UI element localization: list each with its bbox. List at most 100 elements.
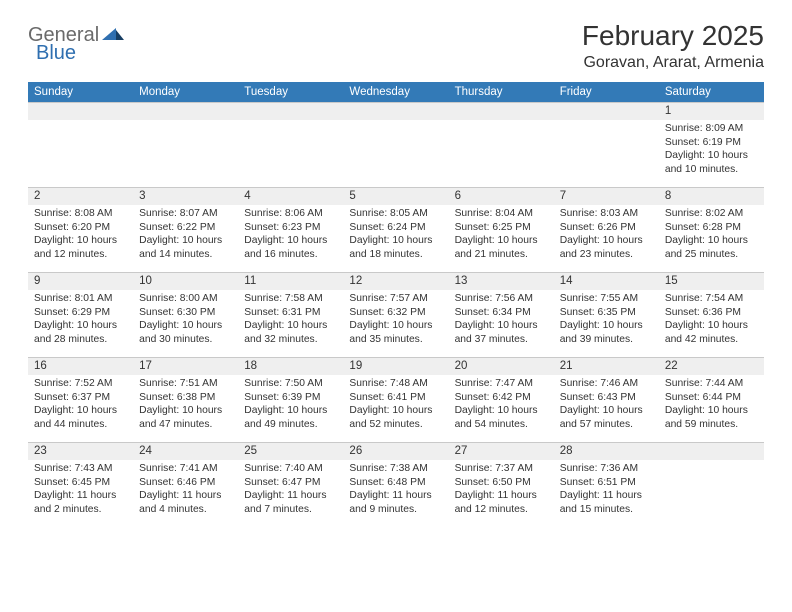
day-line: Sunset: 6:25 PM [455,221,548,235]
day-cell: 25Sunrise: 7:40 AMSunset: 6:47 PMDayligh… [238,443,343,527]
day-line: Daylight: 10 hours and 32 minutes. [244,319,337,346]
day-body: Sunrise: 8:08 AMSunset: 6:20 PMDaylight:… [28,205,133,265]
header: General February 2025 Goravan, Ararat, A… [28,20,764,72]
day-body [238,120,343,126]
day-line: Sunrise: 7:38 AM [349,462,442,476]
day-cell: 19Sunrise: 7:48 AMSunset: 6:41 PMDayligh… [343,358,448,442]
day-line: Sunrise: 7:50 AM [244,377,337,391]
day-line: Sunset: 6:31 PM [244,306,337,320]
day-cell [343,103,448,187]
day-line: Sunset: 6:29 PM [34,306,127,320]
day-body: Sunrise: 7:44 AMSunset: 6:44 PMDaylight:… [659,375,764,435]
day-line: Sunset: 6:34 PM [455,306,548,320]
day-number: 6 [449,188,554,205]
day-body: Sunrise: 8:07 AMSunset: 6:22 PMDaylight:… [133,205,238,265]
day-body [133,120,238,126]
logo-text-blue: Blue [36,42,76,64]
day-line: Sunrise: 7:44 AM [665,377,758,391]
day-cell: 20Sunrise: 7:47 AMSunset: 6:42 PMDayligh… [449,358,554,442]
day-line: Daylight: 10 hours and 10 minutes. [665,149,758,176]
day-number [28,103,133,120]
day-line: Sunset: 6:22 PM [139,221,232,235]
day-line: Daylight: 10 hours and 23 minutes. [560,234,653,261]
day-number: 17 [133,358,238,375]
day-body: Sunrise: 8:00 AMSunset: 6:30 PMDaylight:… [133,290,238,350]
day-line: Sunset: 6:24 PM [349,221,442,235]
day-cell [554,103,659,187]
day-body: Sunrise: 7:48 AMSunset: 6:41 PMDaylight:… [343,375,448,435]
day-body: Sunrise: 7:51 AMSunset: 6:38 PMDaylight:… [133,375,238,435]
day-cell [659,443,764,527]
day-line: Sunset: 6:48 PM [349,476,442,490]
day-cell [133,103,238,187]
day-number: 20 [449,358,554,375]
day-line: Daylight: 10 hours and 35 minutes. [349,319,442,346]
day-number [343,103,448,120]
day-line: Sunset: 6:23 PM [244,221,337,235]
day-number [554,103,659,120]
day-line: Sunset: 6:44 PM [665,391,758,405]
day-line: Sunset: 6:46 PM [139,476,232,490]
day-body: Sunrise: 7:40 AMSunset: 6:47 PMDaylight:… [238,460,343,520]
weekday-cell: Thursday [449,82,554,102]
day-body: Sunrise: 7:50 AMSunset: 6:39 PMDaylight:… [238,375,343,435]
day-cell: 18Sunrise: 7:50 AMSunset: 6:39 PMDayligh… [238,358,343,442]
day-cell: 17Sunrise: 7:51 AMSunset: 6:38 PMDayligh… [133,358,238,442]
day-number: 8 [659,188,764,205]
day-body [449,120,554,126]
day-line: Daylight: 10 hours and 59 minutes. [665,404,758,431]
day-number: 11 [238,273,343,290]
day-number [449,103,554,120]
day-line: Sunrise: 7:57 AM [349,292,442,306]
day-cell [449,103,554,187]
day-cell: 2Sunrise: 8:08 AMSunset: 6:20 PMDaylight… [28,188,133,272]
day-line: Sunset: 6:32 PM [349,306,442,320]
day-line: Sunset: 6:50 PM [455,476,548,490]
day-line: Sunrise: 7:46 AM [560,377,653,391]
day-number: 7 [554,188,659,205]
day-line: Sunset: 6:26 PM [560,221,653,235]
day-line: Sunset: 6:43 PM [560,391,653,405]
day-line: Sunrise: 8:08 AM [34,207,127,221]
day-cell: 26Sunrise: 7:38 AMSunset: 6:48 PMDayligh… [343,443,448,527]
day-line: Daylight: 11 hours and 2 minutes. [34,489,127,516]
day-line: Sunset: 6:39 PM [244,391,337,405]
day-line: Sunrise: 7:43 AM [34,462,127,476]
title-block: February 2025 Goravan, Ararat, Armenia [582,20,764,72]
day-body: Sunrise: 7:47 AMSunset: 6:42 PMDaylight:… [449,375,554,435]
day-line: Sunrise: 7:37 AM [455,462,548,476]
week-row: 2Sunrise: 8:08 AMSunset: 6:20 PMDaylight… [28,187,764,272]
day-line: Sunrise: 8:07 AM [139,207,232,221]
day-cell: 6Sunrise: 8:04 AMSunset: 6:25 PMDaylight… [449,188,554,272]
day-body: Sunrise: 7:43 AMSunset: 6:45 PMDaylight:… [28,460,133,520]
week-row: 23Sunrise: 7:43 AMSunset: 6:45 PMDayligh… [28,442,764,527]
day-line: Daylight: 11 hours and 4 minutes. [139,489,232,516]
day-number [659,443,764,460]
day-line: Sunrise: 8:04 AM [455,207,548,221]
day-body: Sunrise: 8:09 AMSunset: 6:19 PMDaylight:… [659,120,764,180]
day-line: Sunrise: 7:56 AM [455,292,548,306]
day-number: 3 [133,188,238,205]
day-body: Sunrise: 7:41 AMSunset: 6:46 PMDaylight:… [133,460,238,520]
day-number: 12 [343,273,448,290]
day-number: 24 [133,443,238,460]
day-line: Sunset: 6:28 PM [665,221,758,235]
day-cell: 8Sunrise: 8:02 AMSunset: 6:28 PMDaylight… [659,188,764,272]
day-number: 18 [238,358,343,375]
day-number: 2 [28,188,133,205]
day-line: Sunrise: 7:40 AM [244,462,337,476]
day-number: 16 [28,358,133,375]
day-cell: 5Sunrise: 8:05 AMSunset: 6:24 PMDaylight… [343,188,448,272]
day-line: Sunrise: 7:52 AM [34,377,127,391]
day-line: Sunrise: 7:55 AM [560,292,653,306]
weekday-cell: Sunday [28,82,133,102]
day-line: Sunrise: 7:41 AM [139,462,232,476]
day-line: Sunrise: 8:05 AM [349,207,442,221]
day-line: Daylight: 11 hours and 7 minutes. [244,489,337,516]
day-line: Daylight: 10 hours and 44 minutes. [34,404,127,431]
day-cell: 28Sunrise: 7:36 AMSunset: 6:51 PMDayligh… [554,443,659,527]
day-line: Daylight: 10 hours and 28 minutes. [34,319,127,346]
day-line: Sunset: 6:30 PM [139,306,232,320]
day-line: Daylight: 10 hours and 12 minutes. [34,234,127,261]
day-line: Daylight: 10 hours and 16 minutes. [244,234,337,261]
